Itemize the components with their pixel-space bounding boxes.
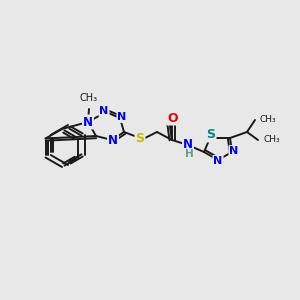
- Text: N: N: [108, 134, 118, 148]
- Text: N: N: [83, 116, 93, 128]
- Text: S: S: [206, 128, 215, 142]
- Text: H: H: [184, 149, 194, 159]
- Text: N: N: [183, 137, 193, 151]
- Text: N: N: [99, 106, 109, 116]
- Text: N: N: [213, 156, 223, 166]
- Text: N: N: [117, 112, 127, 122]
- Text: CH₃: CH₃: [263, 136, 280, 145]
- Text: CH₃: CH₃: [259, 115, 276, 124]
- Text: O: O: [168, 112, 178, 124]
- Text: S: S: [136, 131, 145, 145]
- Text: CH₃: CH₃: [80, 93, 98, 103]
- Text: N: N: [230, 146, 238, 156]
